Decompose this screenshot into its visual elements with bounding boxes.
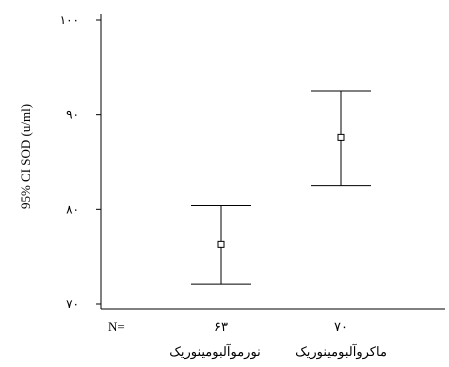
mean-marker — [217, 240, 225, 248]
y-ticks: ۷۰ ۸۰ ۹۰ ۱۰۰ — [60, 13, 101, 311]
error-bar — [191, 205, 251, 285]
y-tick-label: ۱۰۰ — [60, 13, 79, 27]
n-prefix-label: N= — [108, 319, 125, 334]
x-labels: ۶۳ نورموآلبومینوریک ۷۰ ماکروآلبومینوریک — [169, 319, 387, 360]
mean-marker — [337, 133, 345, 141]
category-label: نورموآلبومینوریک — [169, 343, 261, 360]
y-tick-label: ۸۰ — [66, 202, 79, 216]
n-value-label: ۷۰ — [334, 319, 348, 334]
y-tick-label: ۹۰ — [66, 108, 79, 122]
n-value-label: ۶۳ — [214, 319, 228, 334]
category-label: ماکروآلبومینوریک — [295, 343, 387, 360]
y-tick-label: ۷۰ — [66, 297, 79, 311]
y-axis-label: 95% CI SOD (u/ml) — [18, 104, 33, 209]
error-bars — [191, 90, 371, 285]
error-bar — [311, 90, 371, 187]
